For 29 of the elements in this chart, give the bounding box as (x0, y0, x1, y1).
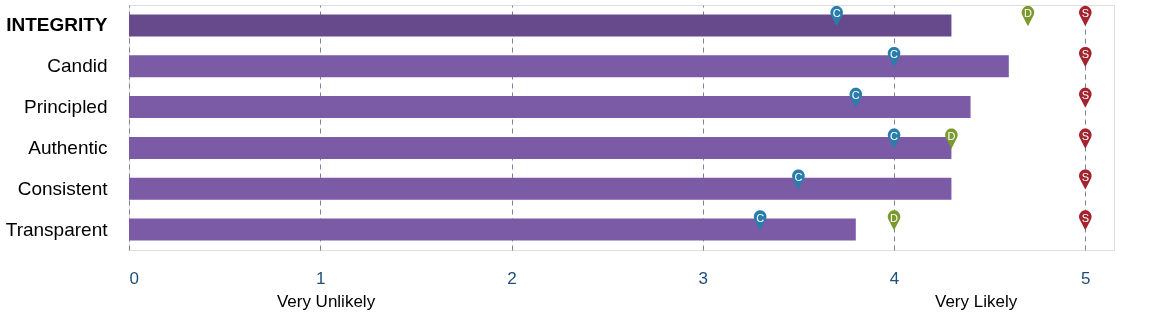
y-tick-label: INTEGRITY (6, 14, 108, 36)
x-tick-label: 0 (129, 268, 139, 288)
text: S (1081, 7, 1089, 20)
y-tick-label: Candid (47, 55, 108, 77)
y-tick-label: Consistent (17, 177, 109, 199)
x-tick-label: 3 (698, 268, 709, 288)
text: S (1081, 170, 1089, 183)
y-tick-label: Authentic (28, 136, 108, 158)
text: Very Likely (935, 292, 1018, 311)
x-tick-label: 1 (316, 268, 326, 288)
text: S (1081, 48, 1089, 61)
text: S (1081, 129, 1089, 142)
y-tick-label: Principled (24, 96, 108, 118)
series-label: C (832, 7, 841, 20)
text: D (890, 211, 899, 224)
text: D (947, 129, 956, 142)
text: C (890, 129, 899, 142)
series-label: D (1023, 7, 1032, 20)
series-label: S (1081, 89, 1089, 102)
text: C (851, 89, 860, 102)
x-tick-label: 4 (889, 268, 900, 288)
x-tick-label: 5 (1081, 268, 1091, 288)
text: Very Unlikely (276, 292, 376, 311)
text: C (794, 170, 803, 183)
y-tick-label: Transparent (5, 218, 109, 240)
text: C (890, 48, 899, 61)
text: C (756, 211, 765, 224)
x-tick-label: 2 (507, 268, 517, 288)
text: S (1081, 211, 1089, 224)
